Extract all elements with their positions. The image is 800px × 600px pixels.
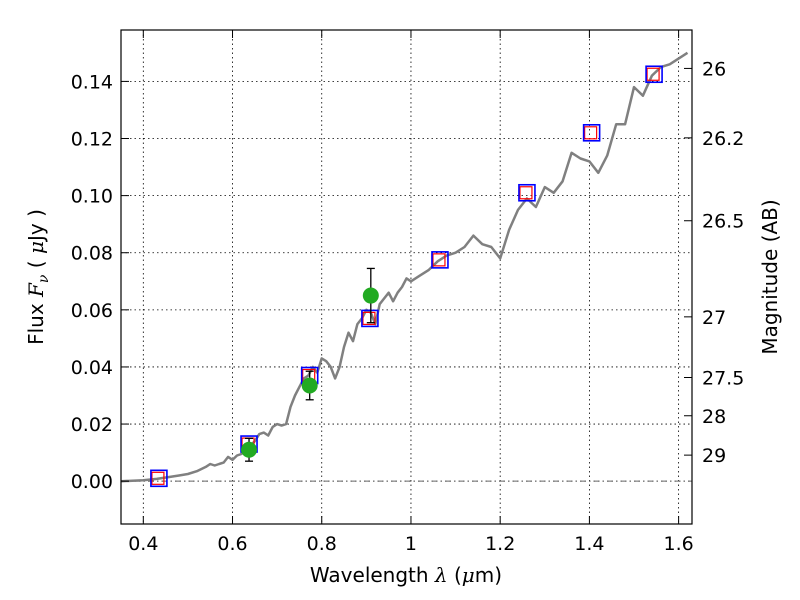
detection-point	[362, 287, 379, 304]
model-point	[150, 469, 168, 488]
y-tick-label: 0.06	[71, 300, 113, 322]
model-point-inner	[362, 311, 376, 326]
model-point-inner	[646, 67, 660, 81]
axis-ticks	[121, 30, 692, 524]
mag-tick-label: 26.2	[702, 128, 744, 150]
lambda-symbol: λ	[434, 563, 448, 587]
mag-tick-label: 28	[702, 406, 726, 428]
mag-tick-label: 27	[702, 307, 726, 329]
nu-subscript: ν	[36, 274, 52, 283]
y-tick-label: 0.10	[71, 186, 113, 208]
y-tick-label: 0.04	[71, 357, 113, 379]
right-axis-label: Magnitude (AB)	[758, 199, 782, 354]
mag-tick-label: 27.5	[702, 367, 744, 389]
detection-point	[301, 377, 318, 394]
magnitude-tick-labels: 26 26.2 26.5 27 27.5 28 29	[702, 58, 744, 467]
x-tick-label: 0.4	[128, 533, 158, 555]
y-tick-label: 0.08	[71, 243, 113, 265]
x-tick-labels: 0.4 0.6 0.8 1 1.2 1.4 1.6	[128, 533, 694, 555]
y-tick-label: 0.02	[71, 414, 113, 436]
detection-point	[241, 441, 258, 458]
y-tick-label: 0.00	[71, 471, 113, 493]
mu-symbol-y: μ	[24, 241, 48, 254]
model-point	[518, 183, 536, 202]
observed-detections	[241, 267, 379, 462]
y-tick-label: 0.14	[71, 71, 113, 93]
x-tick-label: 1.4	[574, 533, 604, 555]
x-tick-label: 1.6	[664, 533, 694, 555]
x-tick-label: 1	[405, 533, 417, 555]
model-point-inner	[432, 253, 446, 267]
y-axis-label: Flux Fν ( μJy )	[24, 209, 52, 345]
model-point	[645, 65, 663, 84]
model-point	[431, 251, 449, 269]
mag-tick-label: 26.5	[702, 211, 744, 233]
x-axis-label: Wavelength λ (μm)	[310, 563, 502, 587]
model-point	[361, 309, 379, 328]
model-point	[582, 123, 601, 142]
model-point-inner	[519, 186, 533, 200]
model-point-inner	[151, 471, 165, 485]
model-point-inner	[584, 126, 598, 140]
x-tick-label: 1.2	[485, 533, 515, 555]
mag-tick-label: 26	[702, 58, 726, 80]
mag-tick-label: 29	[702, 445, 726, 467]
plot-frame	[120, 29, 693, 525]
y-tick-label: 0.12	[71, 129, 113, 151]
mu-symbol: μ	[462, 563, 475, 587]
f-symbol: F	[24, 282, 48, 298]
y-tick-labels: 0.00 0.02 0.04 0.06 0.08 0.10 0.12 0.14	[71, 71, 113, 493]
x-tick-label: 0.6	[217, 533, 247, 555]
x-tick-label: 0.8	[307, 533, 337, 555]
